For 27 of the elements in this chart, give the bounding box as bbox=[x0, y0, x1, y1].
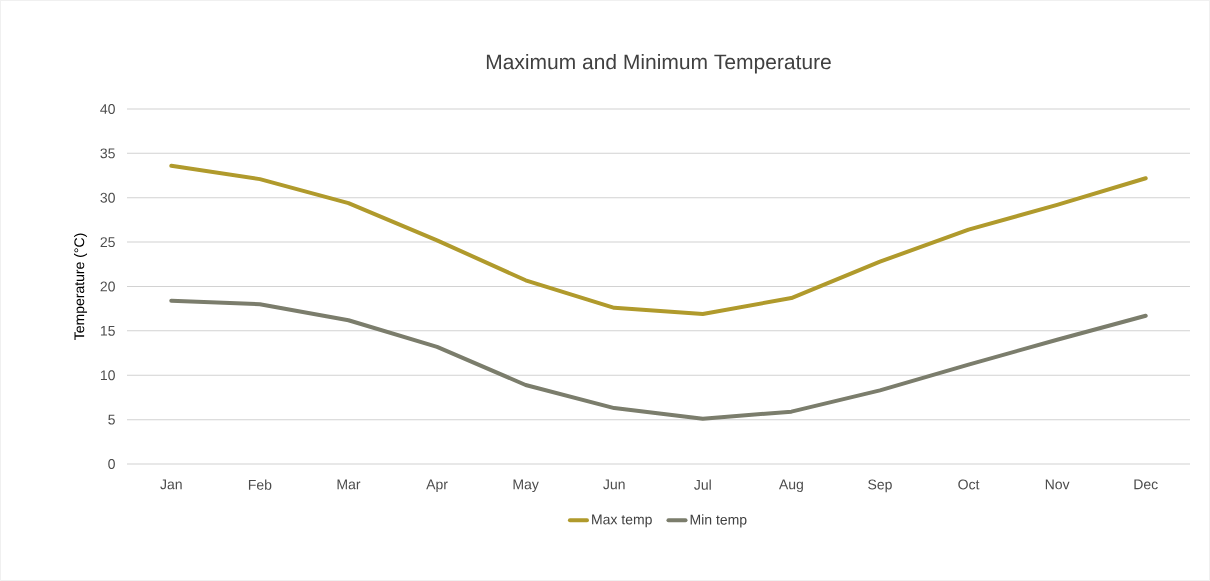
x-tick-label: Jun bbox=[603, 479, 625, 490]
y-tick-label: 40 bbox=[100, 104, 115, 114]
y-tick-label: 35 bbox=[100, 148, 115, 159]
y-tick-label: 10 bbox=[100, 370, 115, 381]
line-series bbox=[169, 298, 1148, 421]
legend-label: Min temp bbox=[690, 514, 747, 528]
x-tick-label: Nov bbox=[1045, 479, 1070, 490]
y-tick-label: 30 bbox=[100, 192, 115, 203]
chart-title: Maximum and Minimum Temperature bbox=[486, 53, 831, 74]
x-tick-label: Mar bbox=[337, 479, 361, 490]
y-tick-label: 15 bbox=[100, 325, 115, 336]
x-tick-label: Aug bbox=[778, 479, 803, 493]
y-tick-label: 20 bbox=[100, 281, 115, 292]
x-tick-label: Jul bbox=[694, 479, 711, 490]
y-tick-label: 0 bbox=[108, 459, 115, 469]
x-tick-label: Oct bbox=[958, 479, 980, 490]
x-tick-label: Sep bbox=[868, 479, 892, 493]
y-tick-label: 25 bbox=[100, 237, 115, 248]
line-series bbox=[169, 163, 1148, 317]
x-tick-label: May bbox=[513, 479, 539, 493]
x-tick-label: Feb bbox=[248, 479, 272, 490]
y-tick-label: 5 bbox=[108, 414, 115, 425]
x-tick-label: Apr bbox=[426, 479, 448, 493]
legend-label: Max temp bbox=[592, 514, 652, 528]
y-axis-title: Temperature (°C) bbox=[73, 233, 88, 340]
x-tick-label: Dec bbox=[1134, 479, 1158, 490]
x-tick-label: Jan bbox=[160, 479, 182, 490]
